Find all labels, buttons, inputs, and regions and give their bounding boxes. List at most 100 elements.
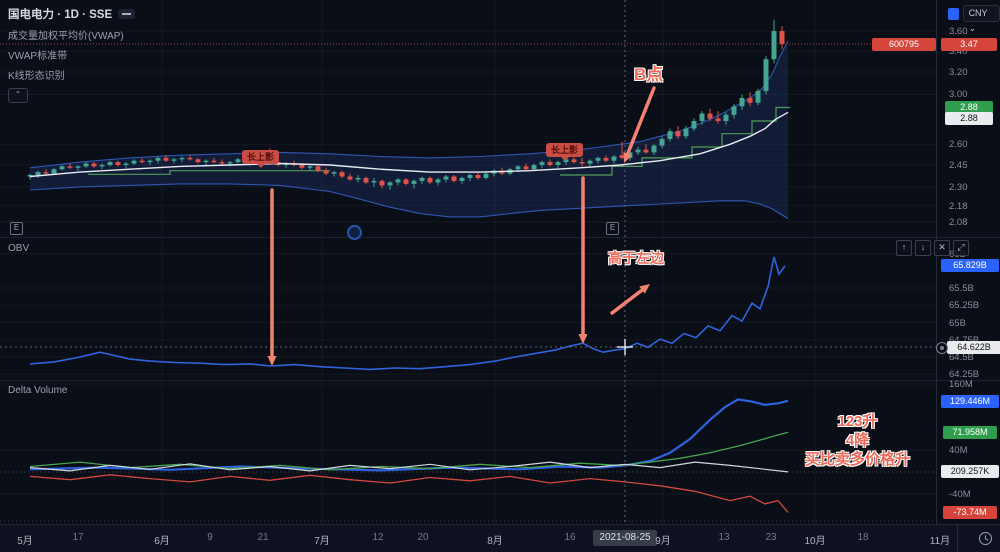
candle-body [51,169,57,174]
event-marker-icon[interactable]: E [606,222,619,235]
time-tick: 12 [372,532,384,543]
time-axis[interactable]: 2021-08-25 5月 17 6月 9 21 7月 12 20 8月 16 9月 13 23 10月 1… [0,524,1000,552]
time-axis-divider [957,525,958,552]
candle-body [587,160,593,164]
candle-body [459,177,465,181]
price-tick: 3.40 [949,45,968,57]
vwap-band-fill [30,40,788,219]
candle-body [483,173,489,178]
time-tick: 11月 [929,536,951,547]
time-tick: 8月 [487,536,503,547]
candle-body [379,180,385,186]
move-pane-down-button[interactable]: ↓ [915,240,931,256]
pattern-line [560,106,790,176]
price-axis[interactable]: 3.47 2.88 2.88 65.829B 64.622B 129.446M … [936,0,1000,524]
candle-body [123,163,129,165]
delta-panel-label[interactable]: Delta Volume [8,385,68,396]
delta-note-line3: 买比卖多价格升 [804,451,910,468]
obv-panel-canvas[interactable] [0,237,936,380]
price-panel-canvas[interactable] [0,0,936,237]
currency-dropdown[interactable]: CNY ⌄ [962,5,1000,33]
candle-body [35,172,41,176]
candle-body [427,177,433,183]
candle-body [99,164,105,167]
legend-collapse-button[interactable]: ⌃ [8,88,28,103]
legend: 国电电力 · 1D · SSE 成交量加权平均价(VWAP) VWAP标准带 K… [8,6,136,103]
candle-body [315,166,321,171]
candle-body [115,162,121,165]
b-point-annotation: B点 [634,65,664,84]
symbol-title[interactable]: 国电电力 · 1D · SSE [8,9,113,21]
close-pane-button[interactable]: ✕ [934,240,950,256]
obv-tick: 64.5B [949,352,974,363]
price-tick: 2.60 [949,139,968,151]
indicator-vwap-band[interactable]: VWAP标准带 [8,51,68,62]
candle-body [555,162,561,165]
pattern-bubble-long-upper-shadow[interactable]: 长上影 [242,150,280,168]
candle-body [667,131,673,139]
price-tick: 2.18 [949,200,968,212]
candle-body [435,179,441,183]
delta-line-cumulative_delta [29,398,789,472]
candle-body [155,157,161,161]
candle-body [635,149,641,153]
realtime-clock-icon[interactable] [978,531,993,551]
delta-panel-canvas[interactable] [0,380,936,524]
above-left-annotation: 高于左边 [608,250,664,266]
candle-body [683,128,689,137]
event-marker-icon[interactable]: E [10,222,23,235]
candle-body [187,157,193,160]
maximize-pane-button[interactable]: ⤢ [953,240,969,256]
dividend-marker-icon[interactable] [347,225,362,240]
vwap-band-lower-line [29,183,789,220]
delta-line-buy_volume [29,431,789,471]
pattern-bubble-long-upper-shadow[interactable]: 长上影 [546,143,584,161]
last-price-label: 3.47 [941,38,997,51]
candle-body [411,180,417,184]
indicator-pattern[interactable]: K线形态识别 [8,71,65,82]
legend-menu-icon[interactable] [118,9,136,19]
obv-line [29,256,786,371]
pattern-line [88,170,330,175]
delta-tick: 160M [949,379,973,390]
obv-panel-label[interactable]: OBV [8,243,30,254]
candle-body [307,166,313,168]
candle-body [395,179,401,183]
candle-body [347,176,353,180]
panel-separator[interactable] [0,380,1000,381]
obv-crosshair-label: 64.622B [947,341,1000,354]
candle-body [523,166,529,170]
candle-body [387,182,393,186]
obv-value-label: 65.829B [941,259,999,272]
delta-note-line1: 123升 [837,413,878,430]
candle-body [531,164,537,170]
candle-body [139,160,145,163]
candle-body [579,162,585,164]
candle-body [179,157,185,160]
delta-note-line2: 4降 [845,432,870,449]
time-tick: 21 [257,532,269,543]
candle-body [643,149,649,153]
currency-flag-icon[interactable] [948,7,959,20]
time-tick: 13 [718,532,730,543]
delta-green-label: 71.958M [943,426,997,439]
candle-body [627,152,633,158]
time-tick: 10月 [804,536,826,547]
candle-body [363,177,369,183]
price-tick: 3.00 [949,89,968,101]
scale-marker-icon[interactable] [936,342,948,354]
candle-body [699,113,705,121]
time-tick: 5月 [17,536,33,547]
crosshair-date-label: 2021-08-25 [593,530,657,546]
panel-separator[interactable] [0,237,1000,238]
candle-body [739,97,745,107]
indicator-vwap[interactable]: 成交量加权平均价(VWAP) [8,31,124,42]
candle-body [651,145,657,153]
candle-body [203,160,209,163]
move-pane-up-button[interactable]: ↑ [896,240,912,256]
obv-tick: 65.25B [949,300,980,312]
time-tick: 7月 [314,536,330,547]
candle-body [515,166,521,170]
candle-body [619,155,625,158]
